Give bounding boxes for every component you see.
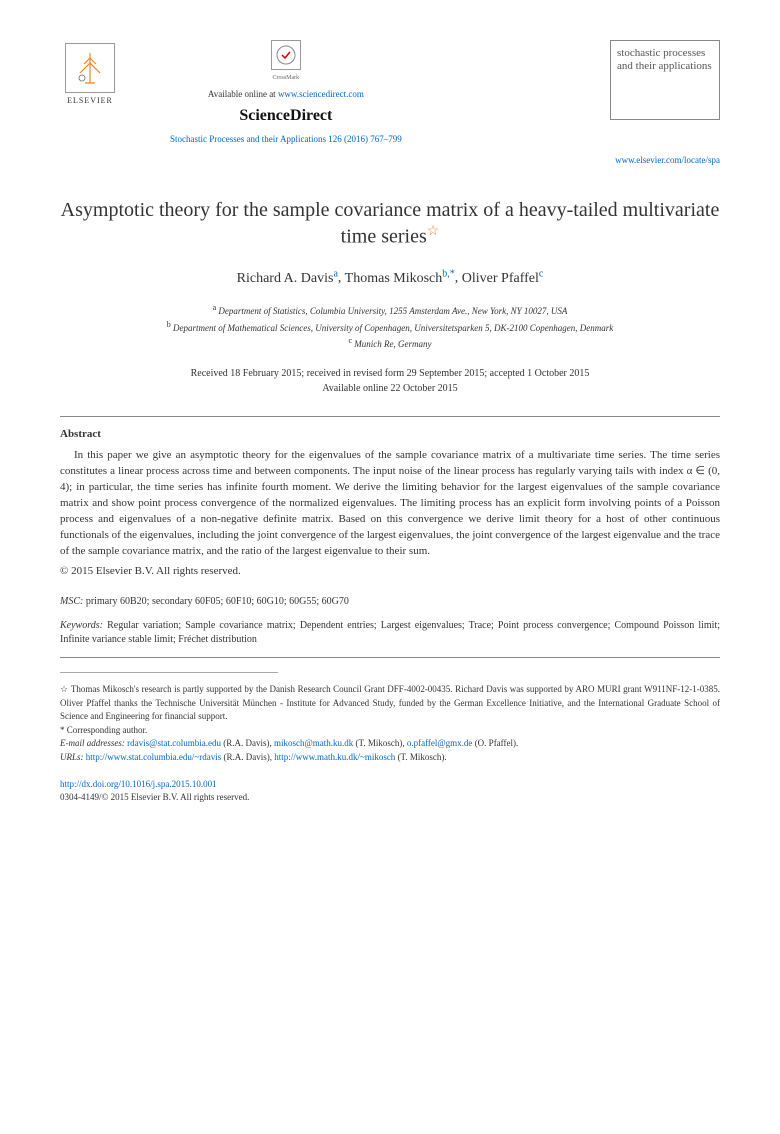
doi-link[interactable]: http://dx.doi.org/10.1016/j.spa.2015.10.… [60,778,720,791]
elsevier-logo: ELSEVIER [60,40,120,110]
funding-text: Thomas Mikosch's research is partly supp… [60,684,720,721]
url-1[interactable]: http://www.stat.columbia.edu/~rdavis [86,752,222,762]
affiliation-a: a Department of Statistics, Columbia Uni… [60,302,720,319]
url-2-who: (T. Mikosch). [395,752,446,762]
rule-bottom [60,657,720,658]
keywords-line: Keywords: Regular variation; Sample cova… [60,619,720,647]
rule-top [60,416,720,417]
dates-online: Available online 22 October 2015 [60,381,720,396]
sciencedirect-logo: ScienceDirect [170,105,402,127]
journal-locate-url[interactable]: www.elsevier.com/locate/spa [60,154,720,167]
email-3[interactable]: o.pfaffel@gmx.de [407,738,473,748]
url-1-who: (R.A. Davis), [221,752,274,762]
abstract-body: In this paper we give an asymptotic theo… [60,448,720,560]
msc-label: MSC: [60,596,83,607]
email-3-who: (O. Pfaffel). [472,738,518,748]
paper-title: Asymptotic theory for the sample covaria… [60,197,720,250]
author-3-name: Oliver Pfaffel [462,271,539,286]
title-footnote-marker: ☆ [427,224,440,239]
funding-footnote: ☆ Thomas Mikosch's research is partly su… [60,683,720,724]
corresponding-text: Corresponding author. [65,725,148,735]
author-3: Oliver Pfaffelc [462,271,544,286]
elsevier-label: ELSEVIER [67,95,113,106]
url-2[interactable]: http://www.math.ku.dk/~mikosch [274,752,395,762]
paper-header: ELSEVIER CrossMark Available online at w… [60,40,720,146]
available-online: Available online at www.sciencedirect.co… [170,88,402,101]
elsevier-tree-icon [65,43,115,93]
abstract-copyright: © 2015 Elsevier B.V. All rights reserved… [60,564,720,579]
keywords-label: Keywords: [60,620,103,631]
author-2-name: Thomas Mikosch [345,271,443,286]
author-1-name: Richard A. Davis [237,271,334,286]
dates-received: Received 18 February 2015; received in r… [60,366,720,381]
author-1: Richard A. Davisa [237,271,338,286]
affiliation-c-text: Munich Re, Germany [354,339,431,349]
msc-line: MSC: primary 60B20; secondary 60F05; 60F… [60,595,720,609]
keywords-text: Regular variation; Sample covariance mat… [60,620,720,645]
email-2[interactable]: mikosch@math.ku.dk [274,738,353,748]
crossmark-icon[interactable] [271,40,301,70]
affiliation-a-text: Department of Statistics, Columbia Unive… [218,306,567,316]
header-center: CrossMark Available online at www.scienc… [160,40,412,146]
email-label: E-mail addresses: [60,738,125,748]
footer: http://dx.doi.org/10.1016/j.spa.2015.10.… [60,778,720,803]
url-label: URLs: [60,752,84,762]
issn-copyright: 0304-4149/© 2015 Elsevier B.V. All right… [60,791,720,804]
emails-line: E-mail addresses: rdavis@stat.columbia.e… [60,737,720,751]
author-3-affil: c [539,268,543,279]
footnote-rule [60,672,278,673]
authors-line: Richard A. Davisa, Thomas Mikoschb,*, Ol… [60,267,720,288]
author-2: Thomas Mikoschb,* [345,271,455,286]
affiliation-b-text: Department of Mathematical Sciences, Uni… [173,323,613,333]
publication-dates: Received 18 February 2015; received in r… [60,366,720,396]
email-2-who: (T. Mikosch), [353,738,407,748]
affiliations: a Department of Statistics, Columbia Uni… [60,302,720,352]
email-1[interactable]: rdavis@stat.columbia.edu [127,738,221,748]
header-left: ELSEVIER CrossMark Available online at w… [60,40,412,146]
crossmark-label: CrossMark [170,74,402,82]
footnotes: ☆ Thomas Mikosch's research is partly su… [60,683,720,764]
journal-cover: stochastic processes and their applicati… [610,40,720,120]
urls-line: URLs: http://www.stat.columbia.edu/~rdav… [60,751,720,765]
msc-text: primary 60B20; secondary 60F05; 60F10; 6… [83,596,349,607]
journal-reference[interactable]: Stochastic Processes and their Applicati… [170,133,402,146]
title-text: Asymptotic theory for the sample covaria… [61,199,720,248]
abstract-heading: Abstract [60,427,720,442]
affiliation-c: c Munich Re, Germany [60,335,720,352]
available-prefix: Available online at [208,89,278,99]
author-1-affil: a [333,268,337,279]
author-2-affil: b,* [442,268,455,279]
affiliation-b: b Department of Mathematical Sciences, U… [60,319,720,336]
sciencedirect-url[interactable]: www.sciencedirect.com [278,89,364,99]
email-1-who: (R.A. Davis), [221,738,274,748]
corresponding-footnote: * Corresponding author. [60,724,720,738]
